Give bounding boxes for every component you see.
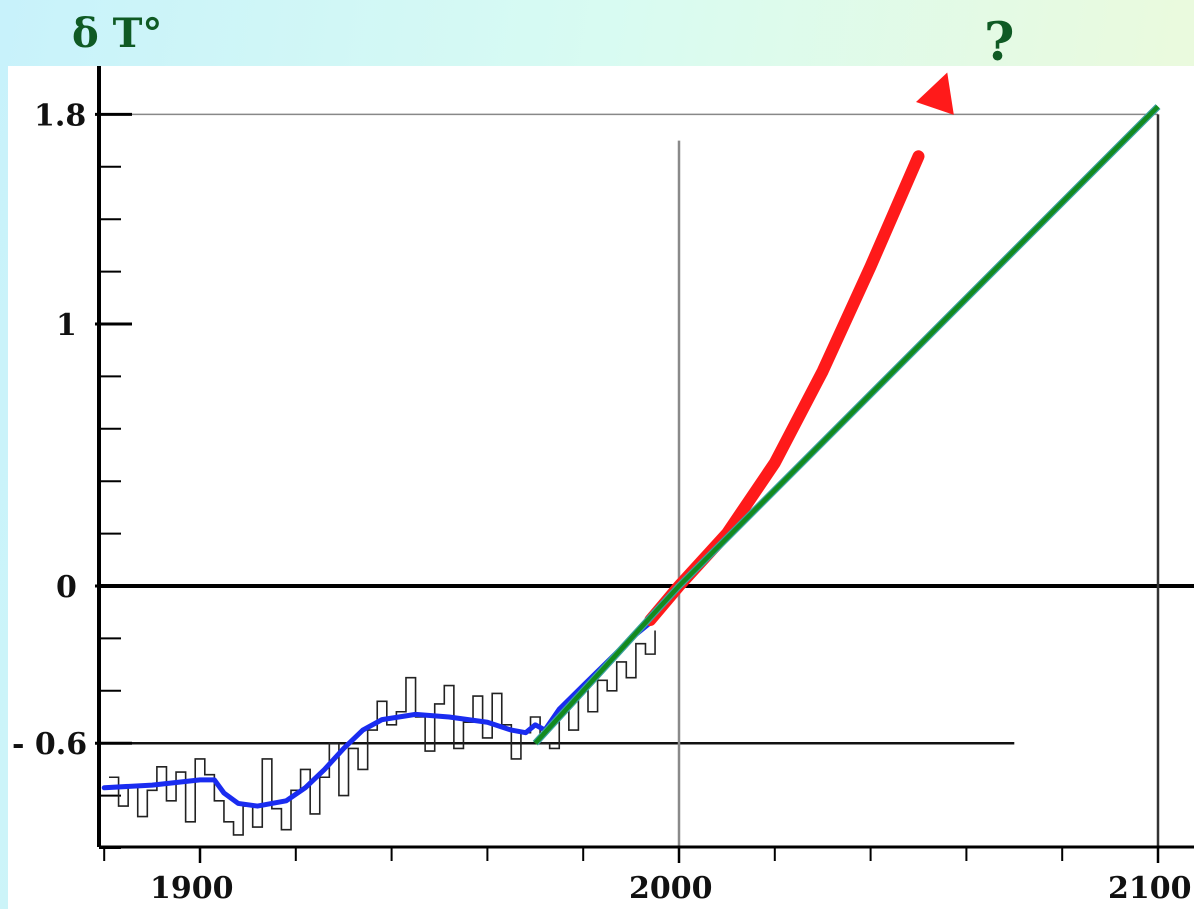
y-tick-label: - 0.6: [12, 727, 87, 762]
y-tick-label: 1: [56, 308, 77, 343]
reference-lines: [99, 113, 1194, 847]
x-tick-label: 2100: [1108, 871, 1192, 906]
plot-area: [8, 66, 1194, 909]
y-axis-label: δ T°: [72, 10, 163, 57]
question-annotation: ?: [984, 12, 1015, 73]
projection-arrow-head: [915, 72, 954, 115]
observed-raw-line: [108, 630, 656, 836]
series-group: [101, 72, 1161, 836]
observed-smooth-line: [101, 620, 653, 809]
y-tick-label: 1.8: [34, 98, 86, 133]
projection-linear-line: [533, 104, 1160, 745]
x-tick-label: 1900: [150, 871, 234, 906]
axes: [97, 66, 1194, 849]
x-tick-label: 2000: [629, 871, 713, 906]
ticks: 1.8 1 0 - 0.6 1900 2000 2100: [12, 98, 1192, 906]
y-tick-label: 0: [56, 570, 77, 605]
